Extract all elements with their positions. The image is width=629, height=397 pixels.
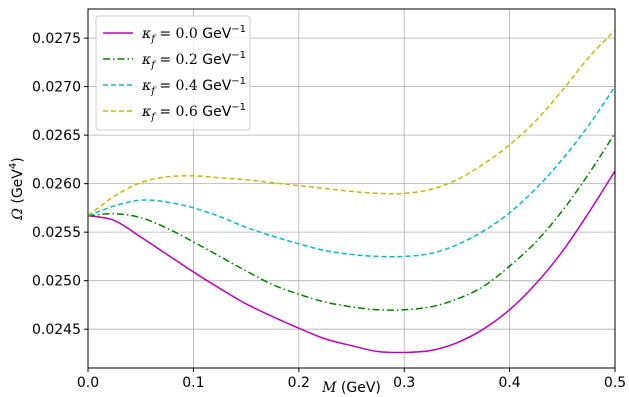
legend-label-3: κf = 0.6 GeV−1 [141,102,246,123]
legend-subscript: f [150,86,157,97]
legend-unit-exponent: −1 [231,50,246,61]
y-tick-label: 0.0270 [32,80,81,96]
legend-label-0: κf = 0.0 GeV−1 [141,24,246,45]
y-tick-label: 0.0250 [32,274,81,290]
x-tick-label: 0.2 [288,375,310,391]
series-line-0 [87,170,616,354]
legend-unit-exponent: −1 [231,76,246,87]
legend-unit: GeV [198,78,232,94]
y-axis-label: Ω (GeV4) [8,157,26,220]
legend-unit-exponent: −1 [231,102,246,113]
legend-unit: GeV [198,104,232,120]
series-line-2 [87,86,616,258]
y-axis: 0.0245 0.0250 0.0255 0.0260 0.0265 0.0270 0.02… [32,31,88,338]
series-line-3 [87,29,616,217]
x-tick-label: 0.4 [498,375,520,391]
legend-label-1: κf = 0.2 GeV−1 [141,50,246,71]
x-tick-label: 0.1 [182,375,204,391]
legend-unit-exponent: −1 [231,24,246,35]
x-axis-symbol: M [321,380,337,396]
legend-value: = 0.2 [155,52,198,68]
y-tick-label: 0.0260 [32,177,81,193]
legend-symbol: κ [141,104,151,120]
plot-frame [87,8,616,369]
legend-subscript: f [150,34,157,45]
series-line-1 [87,132,616,311]
legend-value: = 0.4 [155,78,198,94]
legend-box [95,15,251,131]
legend-subscript: f [150,60,157,71]
y-axis-symbol: Ω [10,208,26,221]
x-axis-label: M (GeV) [321,380,381,396]
series-lines [87,29,616,354]
x-axis: 0.0 0.1 0.2 0.3 0.4 0.5 [77,368,626,391]
legend-value: = 0.6 [155,104,198,120]
y-axis-unit-prefix: (GeV [10,169,26,208]
x-tick-label: 0.5 [604,375,626,391]
legend-value: = 0.0 [155,26,198,42]
legend: κf = 0.0 GeV−1κf = 0.2 GeV−1κf = 0.4 GeV… [95,15,251,131]
legend-label-2: κf = 0.4 GeV−1 [141,76,246,97]
x-axis-unit: (GeV) [336,380,380,396]
legend-symbol: κ [141,26,151,42]
legend-symbol: κ [141,52,151,68]
y-tick-label: 0.0265 [32,128,81,144]
y-tick-label: 0.0255 [32,225,81,241]
legend-subscript: f [150,112,157,123]
y-tick-label: 0.0275 [32,31,81,47]
legend-unit: GeV [198,52,232,68]
y-axis-unit-exponent: 4 [8,163,19,169]
x-tick-label: 0.3 [393,375,415,391]
legend-unit: GeV [198,26,232,42]
legend-symbol: κ [141,78,151,94]
y-axis-unit-suffix: ) [10,157,26,162]
x-tick-label: 0.0 [77,375,99,391]
y-tick-label: 0.0245 [32,322,81,338]
